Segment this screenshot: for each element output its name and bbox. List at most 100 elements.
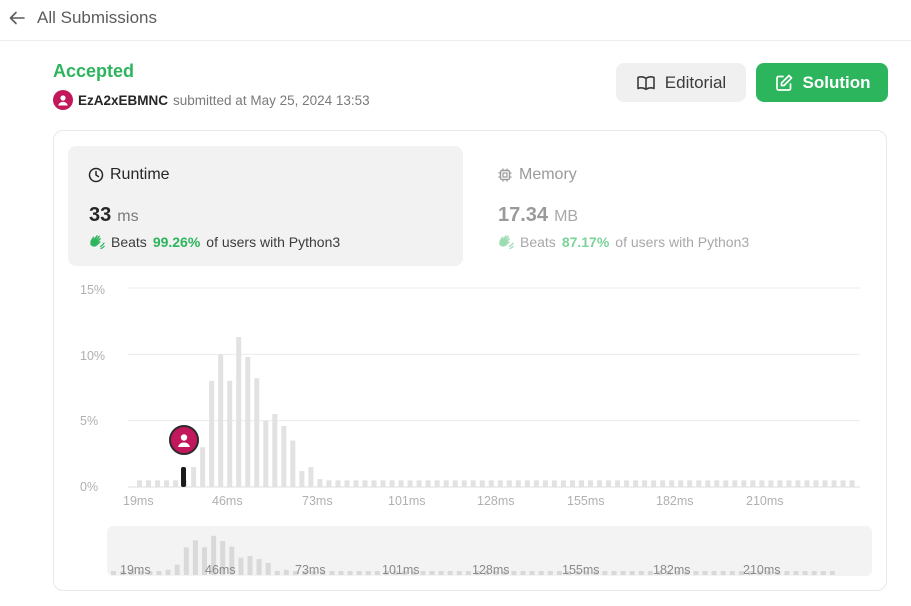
range-bar [693, 571, 699, 575]
avatar[interactable] [53, 90, 73, 110]
chart-bar[interactable] [263, 420, 269, 487]
chart-bar[interactable] [191, 467, 197, 487]
range-tick-label: 210ms [743, 563, 781, 577]
chart-bar[interactable] [443, 480, 449, 487]
chart-bar[interactable] [822, 480, 828, 487]
chart-bar[interactable] [227, 380, 233, 487]
chart-bar[interactable] [714, 480, 720, 487]
chart-bar[interactable] [569, 480, 575, 487]
chart-bar[interactable] [615, 480, 621, 487]
chart-bar[interactable] [578, 480, 584, 487]
chart-bar[interactable] [452, 480, 458, 487]
chart-bar[interactable] [777, 480, 783, 487]
chart-bar[interactable] [678, 480, 684, 487]
chart-bar[interactable] [497, 480, 503, 487]
chart-bar[interactable] [371, 480, 377, 487]
chart-bar[interactable] [308, 467, 314, 487]
chart-bar[interactable] [479, 480, 485, 487]
chart-bar[interactable] [200, 447, 206, 487]
chart-bar[interactable] [173, 480, 179, 487]
range-bar [629, 571, 635, 575]
chart-bar[interactable] [506, 480, 512, 487]
chart-bar[interactable] [642, 480, 648, 487]
range-bar [556, 571, 562, 575]
chart-bar[interactable] [533, 480, 539, 487]
range-bar [802, 571, 808, 575]
chart-bar[interactable] [705, 480, 711, 487]
chart-bar[interactable] [560, 480, 566, 487]
chart-bar[interactable] [218, 354, 224, 487]
chart-bar[interactable] [813, 480, 819, 487]
solution-button[interactable]: Solution [756, 63, 888, 102]
chart-bar[interactable] [804, 480, 810, 487]
chart-bar[interactable] [335, 480, 341, 487]
chart-bar[interactable] [389, 480, 395, 487]
chart-bar[interactable] [786, 480, 792, 487]
chart-bar[interactable] [290, 440, 296, 487]
memory-beats-suffix: of users with Python3 [615, 234, 750, 250]
chart-bar[interactable] [624, 480, 630, 487]
range-bar [575, 571, 581, 575]
chart-bar[interactable] [551, 480, 557, 487]
chart-bar[interactable] [750, 480, 756, 487]
chart-bar[interactable] [849, 480, 855, 487]
chart-bar[interactable] [542, 480, 548, 487]
chart-bar[interactable] [281, 425, 287, 487]
chart-bar[interactable] [732, 480, 738, 487]
chart-bar[interactable] [524, 480, 530, 487]
range-selector[interactable] [107, 526, 872, 576]
chart-bar[interactable] [362, 480, 368, 487]
chart-bar[interactable] [299, 471, 305, 487]
chart-bar[interactable] [470, 480, 476, 487]
chart-bar[interactable] [380, 480, 386, 487]
chart-bar[interactable] [164, 480, 170, 487]
memory-value: 17.34 MB [498, 204, 578, 227]
chart-bar[interactable] [155, 480, 161, 487]
chart-bar[interactable] [407, 480, 413, 487]
chart-bar[interactable] [759, 480, 765, 487]
chart-bar[interactable] [137, 480, 142, 487]
chart-bar[interactable] [434, 480, 440, 487]
chart-bar[interactable] [723, 480, 729, 487]
range-bar [638, 571, 644, 575]
chart-bar[interactable] [696, 480, 702, 487]
chart-bar[interactable] [651, 480, 657, 487]
chart-bar[interactable] [236, 337, 242, 487]
chart-bar[interactable] [669, 480, 675, 487]
chart-bar[interactable] [272, 414, 278, 487]
range-bar [447, 571, 453, 575]
chart-bar[interactable] [425, 480, 431, 487]
chart-bar[interactable] [633, 480, 639, 487]
chart-bar[interactable] [588, 480, 593, 487]
chart-bar[interactable] [606, 480, 612, 487]
chart-bar[interactable] [831, 480, 837, 487]
back-link[interactable]: All Submissions [8, 8, 157, 28]
chart-bar[interactable] [317, 479, 323, 487]
chart-bar[interactable] [488, 480, 494, 487]
chart-bar[interactable] [461, 480, 467, 487]
username-link[interactable]: EzA2xEBMNC [78, 92, 169, 108]
runtime-tab[interactable] [68, 146, 463, 266]
chart-bar[interactable] [416, 480, 422, 487]
range-bar [156, 571, 162, 575]
your-submission-marker[interactable] [169, 425, 199, 455]
chart-bar[interactable] [515, 480, 521, 487]
chart-bar[interactable] [840, 480, 846, 487]
chart-bar[interactable] [146, 480, 152, 487]
chart-bar[interactable] [741, 480, 747, 487]
chart-bar[interactable] [660, 480, 666, 487]
chart-bar[interactable] [209, 380, 215, 487]
chart-bar[interactable] [795, 480, 801, 487]
chart-bar[interactable] [687, 480, 693, 487]
submission-meta: EzA2xEBMNC submitted at May 25, 2024 13:… [53, 90, 370, 110]
chart-bar[interactable] [768, 480, 774, 487]
x-tick-label: 128ms [477, 494, 515, 508]
chart-bar[interactable] [326, 480, 332, 487]
editorial-button[interactable]: Editorial [616, 63, 746, 102]
chart-bar[interactable] [597, 480, 603, 487]
chart-bar[interactable] [344, 480, 350, 487]
chart-bar[interactable] [254, 378, 260, 487]
chart-bar[interactable] [398, 480, 404, 487]
chart-bar[interactable] [245, 356, 251, 487]
chart-bar[interactable] [353, 480, 359, 487]
